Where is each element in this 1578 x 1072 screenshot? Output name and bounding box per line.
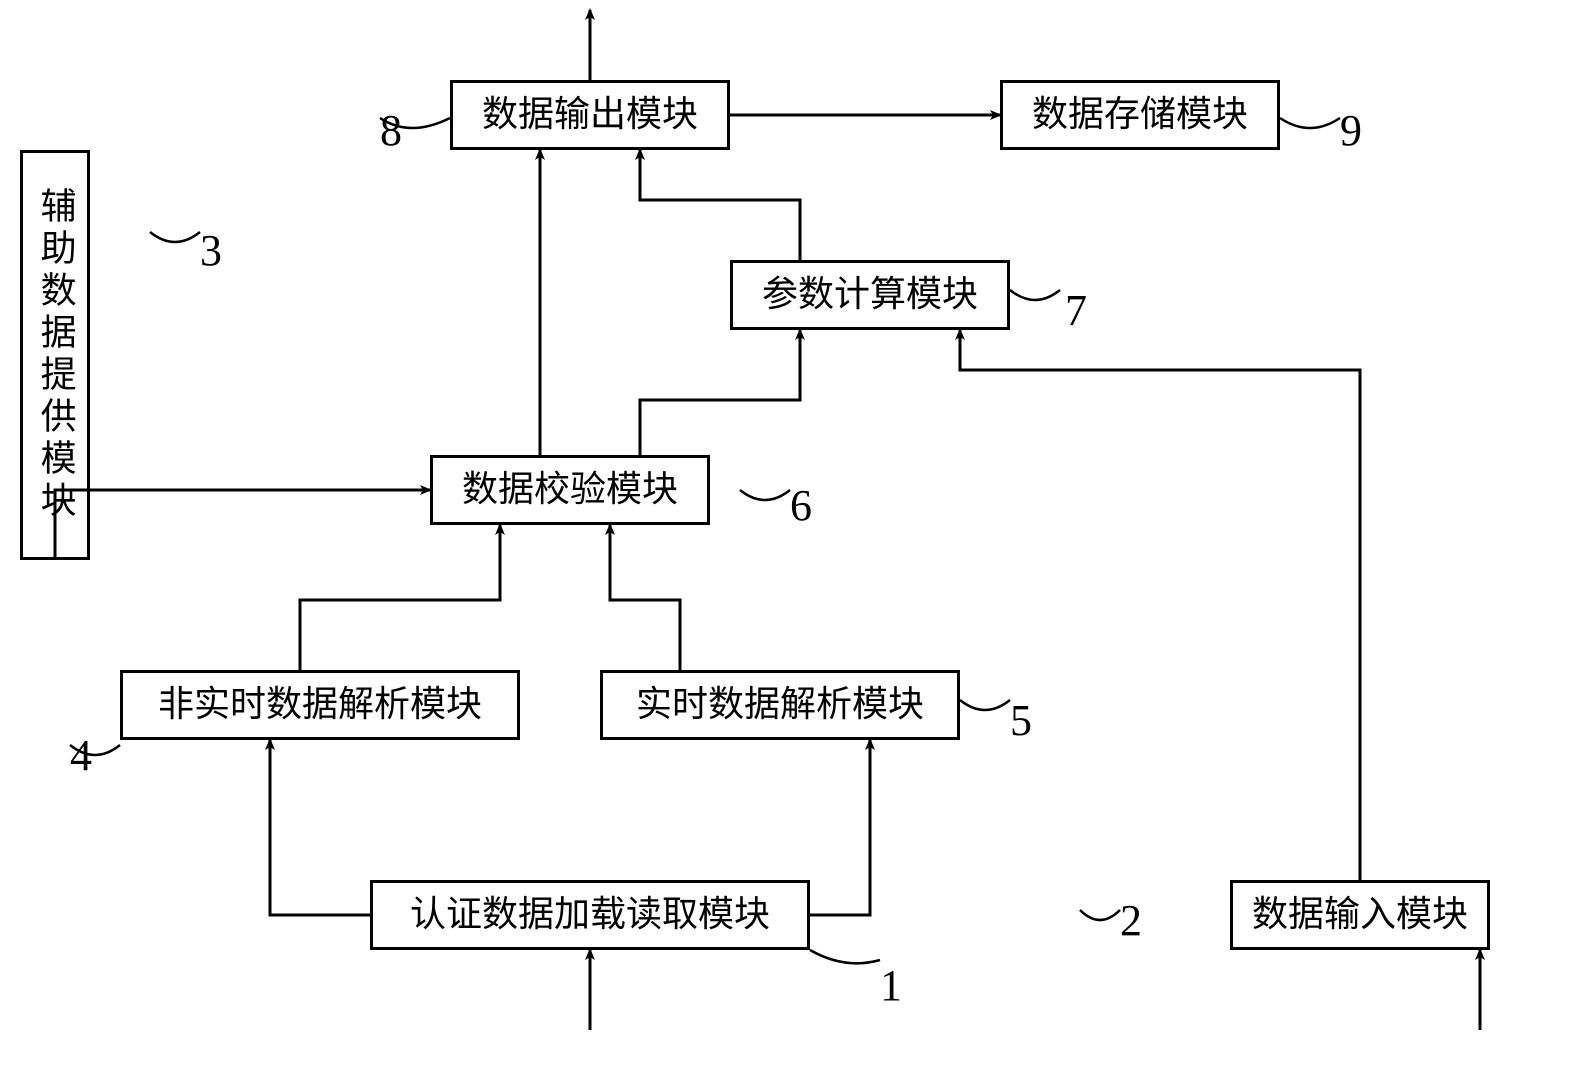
connector-n6 (740, 490, 790, 500)
node-label-n1: 认证数据加载读取模块 (410, 893, 770, 936)
num-label-n1: 1 (880, 960, 902, 1011)
num-label-n7: 7 (1065, 285, 1087, 336)
edge-4 (300, 525, 500, 670)
node-n9: 数据存储模块 (1000, 80, 1280, 150)
connector-n5 (960, 700, 1010, 710)
num-label-n8: 8 (380, 105, 402, 156)
node-label-n8: 数据输出模块 (482, 93, 698, 136)
node-n5: 实时数据解析模块 (600, 670, 960, 740)
num-label-n2: 2 (1120, 895, 1142, 946)
edge-10 (640, 150, 800, 260)
node-label-n2: 数据输入模块 (1252, 893, 1468, 936)
node-n4: 非实时数据解析模块 (120, 670, 520, 740)
num-label-n4: 4 (70, 730, 92, 781)
node-label-n7: 参数计算模块 (762, 273, 978, 316)
connector-n9 (1280, 118, 1340, 128)
edge-3 (810, 740, 870, 915)
connector-n1 (810, 950, 880, 963)
num-label-n9: 9 (1340, 105, 1362, 156)
node-label-n5: 实时数据解析模块 (636, 683, 924, 726)
edge-9 (960, 330, 1360, 880)
connector-n3 (150, 232, 200, 242)
node-label-n3: 辅助数据提供模块 (33, 187, 76, 523)
edge-5 (610, 525, 680, 670)
edge-2 (270, 740, 370, 915)
node-n8: 数据输出模块 (450, 80, 730, 150)
edge-6 (55, 490, 430, 560)
node-n6: 数据校验模块 (430, 455, 710, 525)
num-label-n3: 3 (200, 225, 222, 276)
node-label-n9: 数据存储模块 (1032, 93, 1248, 136)
node-n2: 数据输入模块 (1230, 880, 1490, 950)
node-n1: 认证数据加载读取模块 (370, 880, 810, 950)
node-n3: 辅助数据提供模块 (20, 150, 90, 560)
connector-n2 (1080, 910, 1120, 920)
node-label-n4: 非实时数据解析模块 (158, 683, 482, 726)
connector-n7 (1010, 290, 1060, 300)
num-label-n6: 6 (790, 480, 812, 531)
node-label-n6: 数据校验模块 (462, 468, 678, 511)
edge-8 (640, 330, 800, 455)
node-n7: 参数计算模块 (730, 260, 1010, 330)
num-label-n5: 5 (1010, 695, 1032, 746)
